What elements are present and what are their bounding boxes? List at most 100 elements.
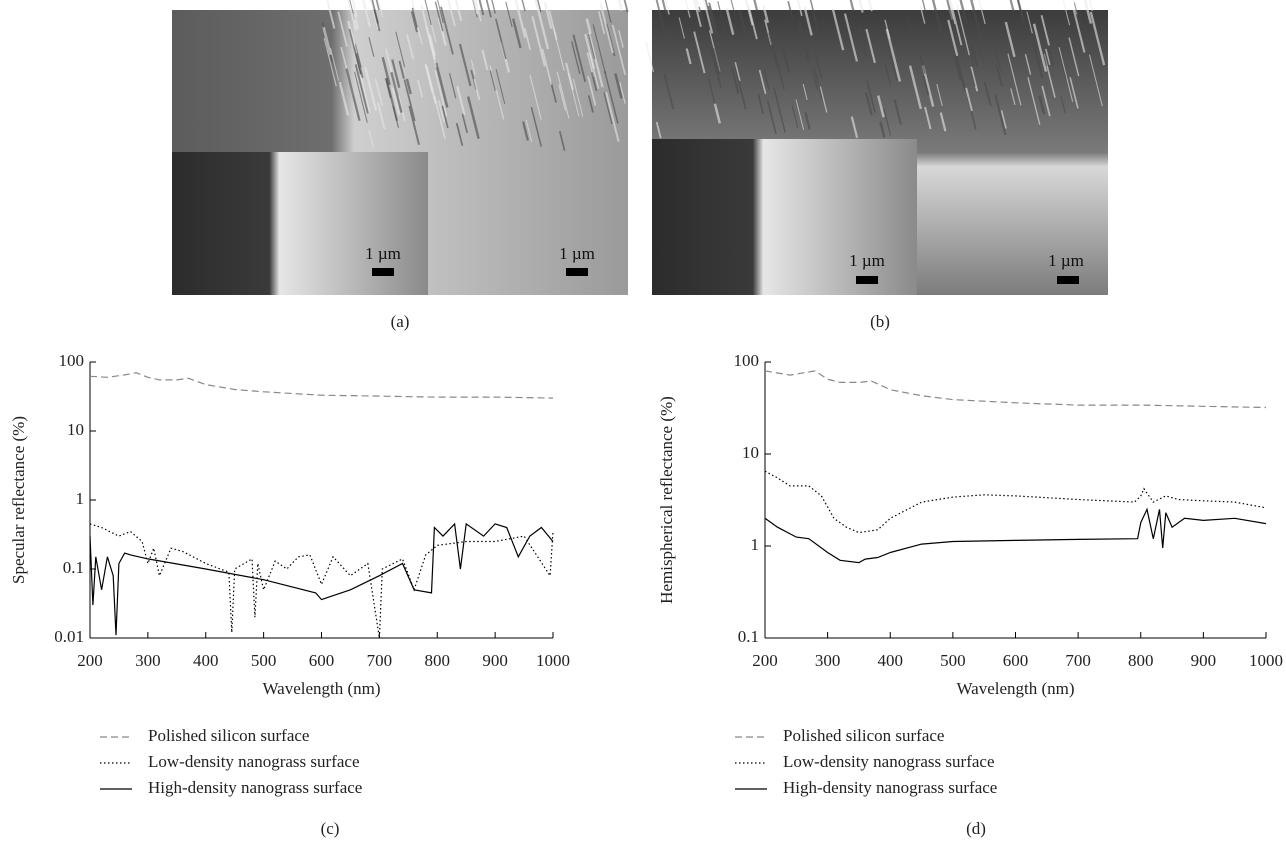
texture: [364, 67, 378, 111]
texture: [425, 25, 437, 68]
texture: [707, 77, 717, 108]
texture: [795, 99, 805, 131]
texture: [522, 121, 529, 141]
texture: [738, 9, 749, 42]
scale-bar: [856, 276, 878, 284]
texture: [398, 60, 405, 79]
texture: [1062, 0, 1071, 26]
x-tick-label: 600: [1003, 651, 1029, 670]
texture: [843, 13, 859, 62]
texture: [603, 92, 613, 125]
texture: [458, 43, 472, 87]
texture: [976, 38, 985, 64]
data-line: [764, 470, 1267, 534]
texture: [970, 0, 984, 46]
texture: [381, 57, 391, 86]
texture: [362, 0, 372, 28]
texture: [684, 0, 691, 18]
texture: [548, 10, 558, 40]
texture: [323, 37, 337, 87]
texture: [731, 68, 740, 94]
texture: [885, 28, 902, 82]
texture: [850, 116, 859, 138]
texture: [991, 35, 1002, 72]
texture: [374, 78, 384, 106]
texture: [953, 48, 967, 92]
y-tick-label: 10: [67, 420, 84, 439]
texture: [1088, 54, 1103, 107]
texture: [397, 95, 406, 122]
x-axis-label: Wavelength (nm): [956, 679, 1074, 698]
texture: [348, 28, 362, 75]
texture: [525, 119, 533, 143]
texture: [814, 52, 823, 79]
texture: [655, 121, 662, 139]
texture: [803, 6, 813, 36]
texture: [455, 122, 464, 146]
x-tick-label: 300: [135, 651, 161, 670]
texture: [368, 129, 374, 149]
texture: [481, 49, 489, 71]
texture: [884, 64, 892, 86]
texture: [505, 1, 513, 28]
texture: [919, 53, 926, 75]
texture: [774, 52, 785, 91]
texture: [377, 102, 386, 130]
texture: [1040, 15, 1050, 46]
texture: [403, 79, 416, 122]
texture: [663, 73, 675, 110]
legend-label: Polished silicon surface: [783, 726, 944, 745]
texture: [441, 105, 449, 129]
texture: [572, 34, 587, 82]
texture: [405, 78, 412, 95]
texture: [604, 0, 612, 23]
texture: [883, 29, 898, 81]
texture: [893, 99, 902, 125]
texture: [1038, 95, 1046, 115]
texture: [371, 0, 379, 24]
texture: [1024, 54, 1032, 75]
texture: [1026, 11, 1033, 34]
texture: [411, 7, 419, 28]
sem-image: 1 µm 1 µm (b): [645, 0, 1108, 331]
y-axis-label: Specular reflectance (%): [9, 416, 28, 584]
texture: [417, 79, 424, 98]
texture: [558, 130, 566, 151]
texture: [437, 0, 444, 23]
texture: [717, 1, 726, 30]
texture: [369, 0, 379, 30]
texture: [908, 65, 923, 110]
texture: [599, 2, 614, 54]
texture: [924, 106, 932, 130]
scale-bar: [566, 268, 588, 276]
x-tick-label: 200: [77, 651, 103, 670]
texture: [1045, 48, 1051, 65]
texture: [351, 0, 358, 18]
texture: [368, 37, 375, 57]
texture: [959, 0, 969, 26]
texture: [489, 65, 505, 120]
texture: [1073, 2, 1082, 30]
texture: [322, 26, 332, 56]
texture: [1004, 21, 1016, 58]
texture: [591, 72, 598, 91]
texture: [587, 32, 604, 88]
texture: [983, 81, 992, 107]
texture: [978, 0, 986, 25]
texture: [787, 0, 794, 19]
legend-label: Low-density nanograss surface: [783, 752, 995, 771]
texture: [495, 69, 506, 104]
data-line: [89, 522, 554, 636]
texture: [804, 111, 811, 130]
texture: [440, 6, 454, 55]
x-tick-label: 800: [1128, 651, 1154, 670]
texture: [702, 0, 714, 34]
texture: [617, 0, 623, 12]
texture: [529, 75, 542, 120]
texture: [384, 78, 392, 99]
texture: [1027, 77, 1041, 125]
texture: [354, 64, 369, 114]
texture: [454, 0, 463, 21]
texture: [745, 0, 754, 26]
x-tick-label: 500: [940, 651, 966, 670]
